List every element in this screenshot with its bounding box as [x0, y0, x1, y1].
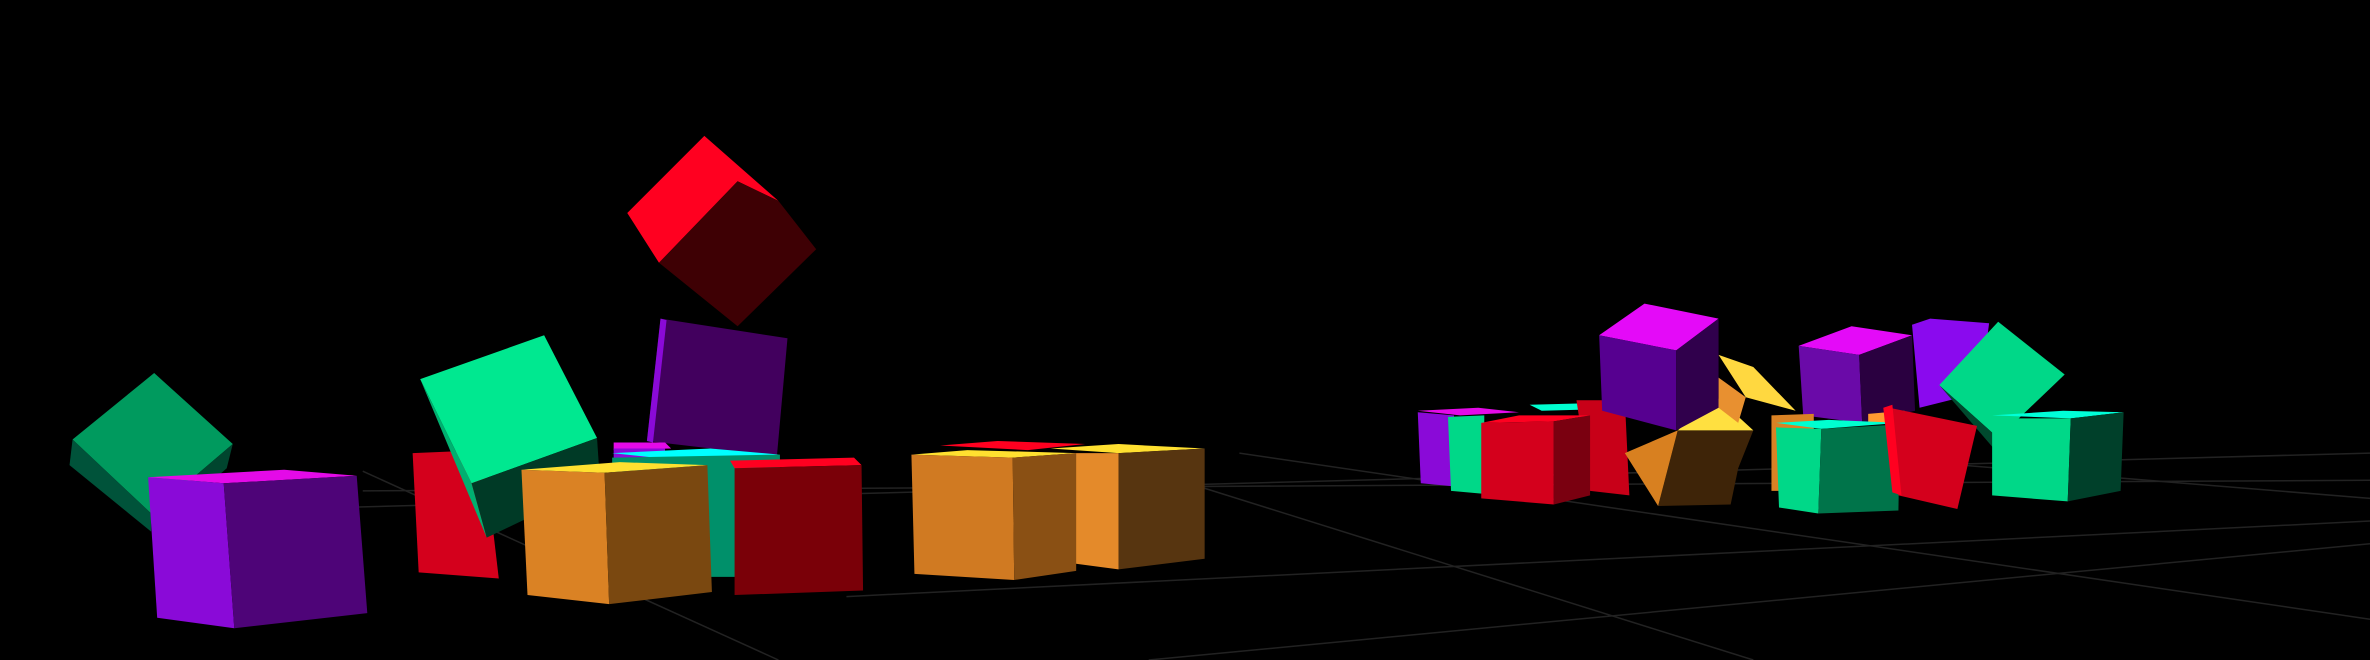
- cube-face: [1818, 424, 1900, 514]
- cube-face: [69, 439, 152, 532]
- cube-face: [613, 442, 672, 451]
- cube-face: [1481, 421, 1554, 505]
- cube-purple-back-right[interactable]: [1417, 407, 1520, 487]
- cube-face: [911, 450, 1077, 458]
- cube-face: [1481, 415, 1591, 423]
- cube-green-diamond[interactable]: [1939, 321, 2065, 451]
- cube-face: [521, 469, 610, 605]
- cube-face: [1798, 345, 1863, 423]
- cube-face: [1775, 427, 1822, 514]
- cube-face: [604, 465, 712, 605]
- cube-purple-second[interactable]: [1798, 326, 1916, 423]
- grid-line: [1178, 479, 1754, 660]
- cube-face: [1775, 419, 1900, 429]
- cube-green-front[interactable]: [1775, 419, 1900, 514]
- grid-line: [1148, 542, 2370, 660]
- cube-face: [1939, 385, 1999, 451]
- cube-face: [730, 457, 862, 469]
- cube-face: [420, 335, 598, 484]
- cube-face: [1599, 335, 1677, 431]
- cube-face: [1012, 453, 1077, 580]
- cube-yellow-tumbling[interactable]: [1624, 354, 1796, 506]
- cube-red-right[interactable]: [1481, 415, 1591, 505]
- cube-face: [659, 181, 817, 327]
- cube-face: [1718, 354, 1796, 411]
- cube-face: [148, 469, 357, 484]
- cube-orange-middle[interactable]: [911, 450, 1077, 580]
- cube-dark-red[interactable]: [730, 457, 864, 596]
- cube-face: [420, 379, 487, 538]
- cube-purple-front[interactable]: [148, 469, 368, 629]
- cube-face: [1939, 321, 2065, 438]
- cube-face: [1553, 415, 1591, 505]
- cube-face: [646, 318, 667, 443]
- cube-face: [1447, 415, 1485, 494]
- cube-face: [1050, 444, 1205, 454]
- cube-face: [1992, 410, 2124, 419]
- cube-face: [1889, 407, 1978, 509]
- cube-face: [72, 373, 233, 514]
- grid-line: [846, 520, 2370, 598]
- cube-face: [1718, 377, 1746, 423]
- cube-face: [1798, 326, 1913, 355]
- cube-face: [521, 462, 708, 473]
- cube-face: [940, 441, 1086, 451]
- cube-purple-tall[interactable]: [1599, 303, 1719, 431]
- cube-face: [1070, 453, 1119, 570]
- cube-orange-left[interactable]: [521, 462, 712, 605]
- cube-face: [734, 465, 864, 596]
- cube-face: [627, 135, 779, 263]
- cube-face: [223, 475, 368, 629]
- cube-green-back[interactable]: [1447, 415, 1485, 494]
- cube-face: [1417, 407, 1520, 416]
- cube-face: [1658, 430, 1754, 506]
- cube-face: [1624, 430, 1678, 506]
- cube-face: [1677, 395, 1754, 431]
- cube-face: [612, 448, 780, 461]
- cube-face: [646, 318, 788, 457]
- cube-face: [1417, 412, 1455, 487]
- cube-green-right[interactable]: [1992, 410, 2124, 502]
- cube-face: [911, 454, 1015, 580]
- cube-face: [2067, 412, 2124, 502]
- cube-dark-purple[interactable]: [646, 318, 788, 457]
- cube-face: [1859, 335, 1916, 423]
- cube-orange-right[interactable]: [1050, 444, 1205, 570]
- cube-face: [148, 477, 235, 629]
- cube-face: [1676, 318, 1719, 431]
- cube-red-tilted[interactable]: [1883, 404, 1978, 509]
- cube-red-behind-orange[interactable]: [940, 441, 1086, 451]
- cube-face: [1599, 303, 1719, 351]
- cube-face: [1883, 404, 1902, 496]
- cube-red-floating[interactable]: [627, 135, 817, 327]
- cube-face: [1992, 418, 2071, 502]
- cube-face: [1118, 448, 1205, 570]
